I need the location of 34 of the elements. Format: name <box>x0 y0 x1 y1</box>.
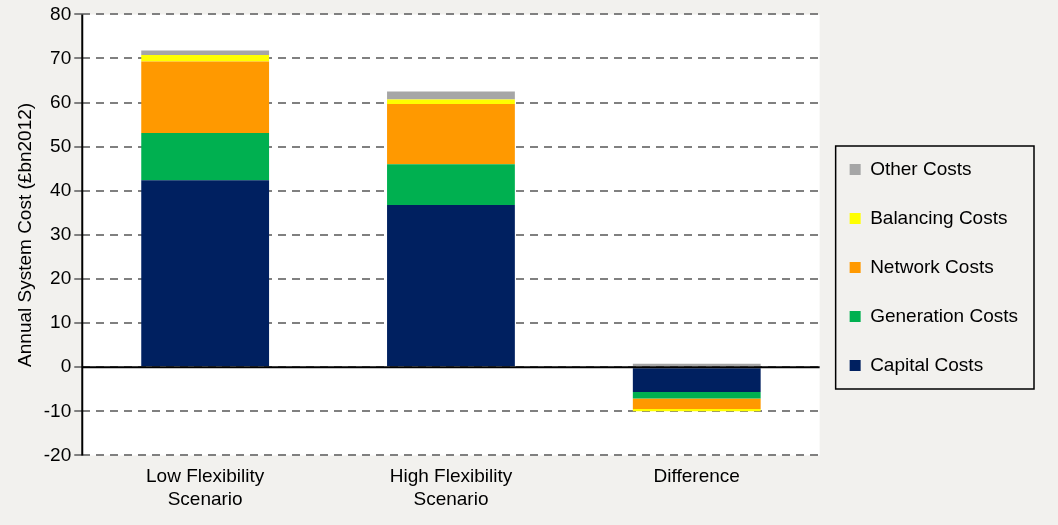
y-tick-label: 70 <box>50 46 72 68</box>
bar <box>387 99 515 104</box>
y-tick-label: 20 <box>50 267 72 289</box>
legend-label: Generation Costs <box>870 304 1019 326</box>
bar <box>141 180 270 367</box>
bar <box>387 91 515 100</box>
y-axis-title: Annual System Cost (£bn2012) <box>13 102 35 367</box>
y-tick-label: 30 <box>50 223 72 245</box>
bar <box>632 398 761 410</box>
bar <box>141 133 270 181</box>
bar <box>387 164 515 205</box>
legend-label: Other Costs <box>870 157 972 179</box>
bar <box>141 54 270 62</box>
bar <box>141 50 270 55</box>
y-tick-label: -20 <box>43 443 72 465</box>
y-tick-label: 10 <box>50 311 72 333</box>
x-tick-label: High Flexibility Scenario <box>389 465 513 509</box>
x-tick-label: Low Flexibility Scenario <box>146 465 265 509</box>
y-tick-label: 0 <box>60 355 72 377</box>
y-tick-label: 50 <box>50 134 72 156</box>
bar <box>387 204 515 367</box>
x-tick-label: Difference <box>653 465 740 487</box>
bar <box>141 61 270 134</box>
y-tick-label: -10 <box>43 399 72 421</box>
bar <box>632 391 761 399</box>
y-tick-label: 40 <box>50 179 72 201</box>
bar <box>632 368 761 392</box>
legend-label: Capital Costs <box>870 353 984 375</box>
bar <box>632 409 761 412</box>
legend-label: Balancing Costs <box>870 206 1008 228</box>
y-tick-label: 60 <box>50 90 72 112</box>
legend-label: Network Costs <box>870 255 994 277</box>
bar <box>387 103 515 165</box>
y-tick-label: 80 <box>50 2 72 24</box>
